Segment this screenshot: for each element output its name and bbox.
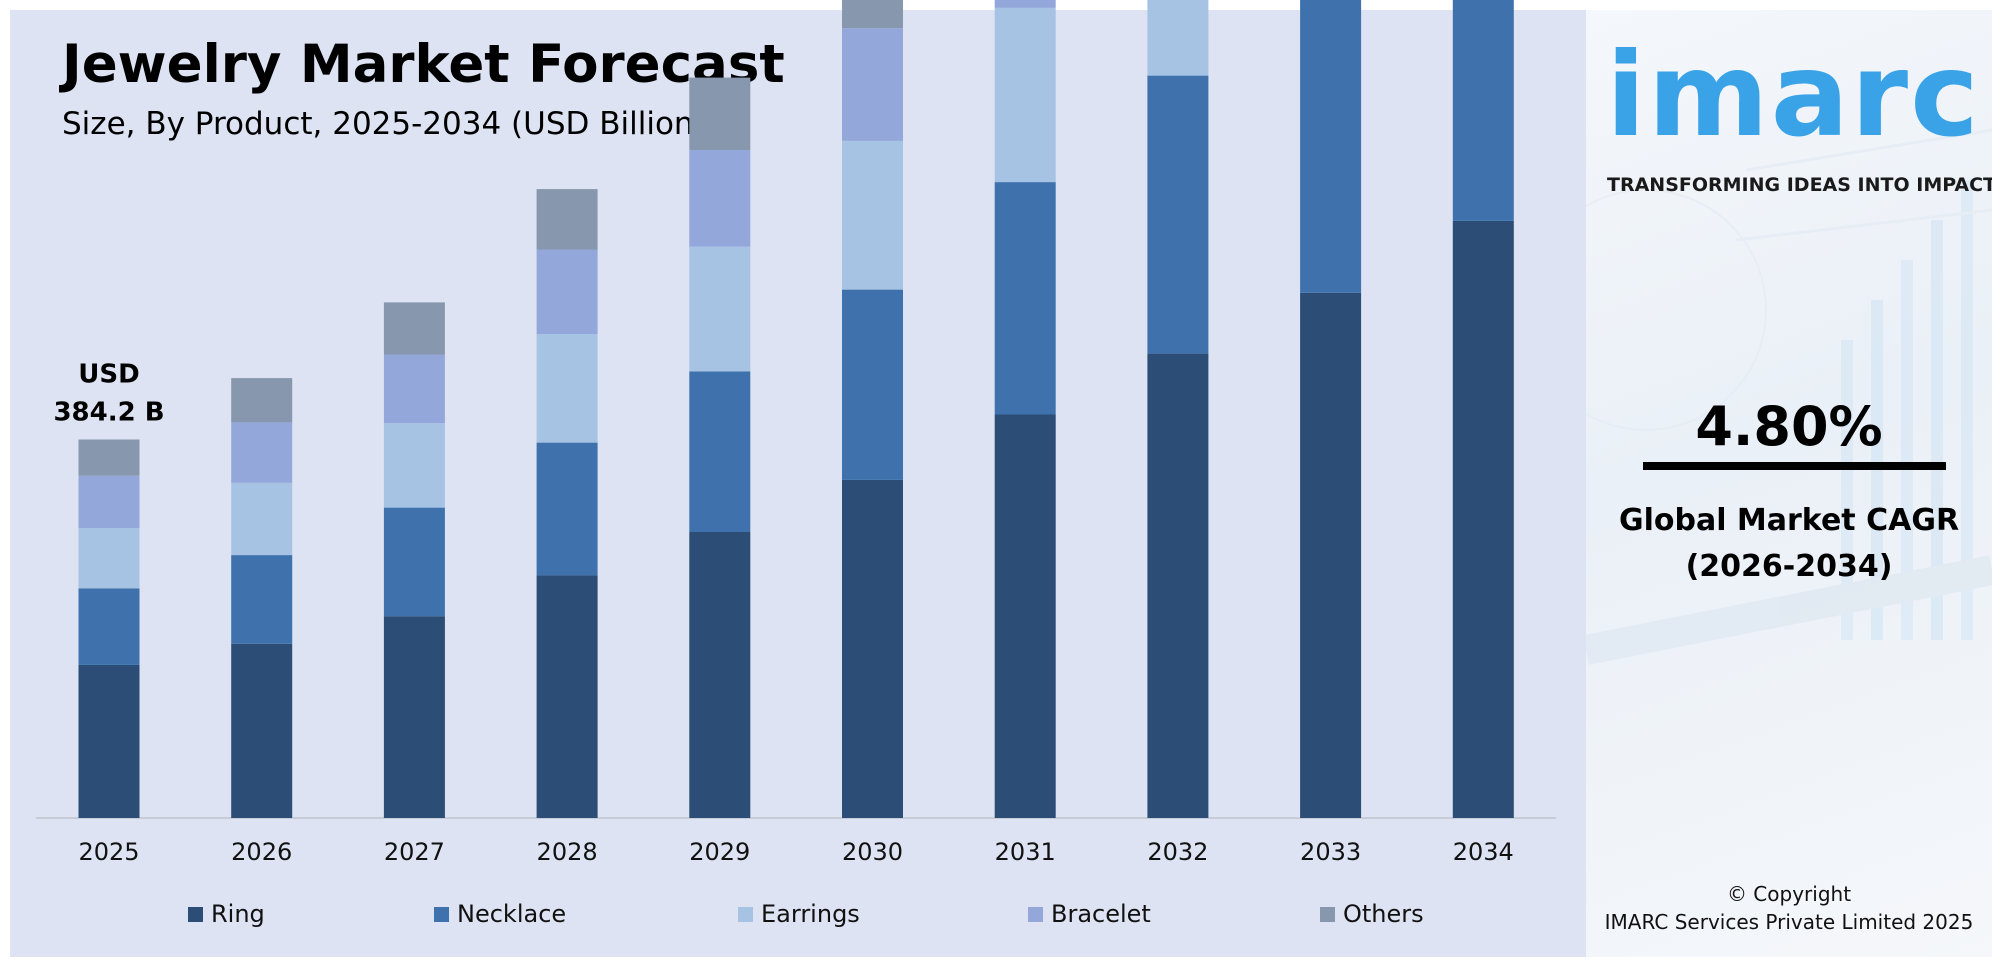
legend-label-earrings: Earrings (761, 900, 860, 928)
legend-item-others: Others (1320, 898, 1424, 930)
bar-segment-ring-2032 (1147, 353, 1209, 818)
annotation-line1-2025: USD (78, 360, 139, 390)
bar-segment-necklace-2025 (78, 588, 140, 665)
bar-segment-ring-2034 (1452, 220, 1514, 818)
bar-segment-ring-2031 (994, 414, 1056, 818)
bar-segment-others-2026 (231, 378, 293, 423)
logo-wordmark: imarc (1606, 28, 1981, 163)
legend-item-necklace: Necklace (434, 898, 566, 930)
bar-segment-earrings-2032 (1147, 0, 1209, 76)
bar-segment-necklace-2028 (536, 442, 598, 576)
x-tick-label-2034: 2034 (1453, 838, 1514, 866)
cagr-label-line1: Global Market CAGR (1618, 503, 1960, 538)
bar-segment-others-2030 (842, 0, 903, 29)
legend-label-ring: Ring (211, 900, 265, 928)
bar-segment-earrings-2025 (78, 528, 140, 589)
legend-item-ring: Ring (188, 898, 265, 930)
bar-segment-necklace-2026 (231, 555, 293, 644)
x-tick-label-2028: 2028 (537, 838, 598, 866)
bar-segment-ring-2033 (1300, 292, 1362, 818)
bar-segment-bracelet-2028 (536, 249, 598, 334)
cagr-label-line2: (2026-2034) (1685, 549, 1893, 584)
bar-segment-bracelet-2031 (994, 0, 1056, 8)
logo-tagline: TRANSFORMING IDEAS INTO IMPACT (1607, 174, 1992, 196)
cagr-divider (1643, 462, 1946, 470)
bar-segment-necklace-2034 (1452, 0, 1514, 221)
x-tick-label-2025: 2025 (78, 838, 139, 866)
bar-segment-ring-2025 (78, 664, 140, 818)
bar-segment-earrings-2026 (231, 482, 293, 556)
legend-item-bracelet: Bracelet (1028, 898, 1151, 930)
bar-segment-bracelet-2030 (842, 28, 903, 141)
bar-segment-others-2028 (536, 189, 598, 250)
x-tick-label-2032: 2032 (1147, 838, 1208, 866)
chart-subtitle: Size, By Product, 2025-2034 (USD Billion… (62, 106, 706, 142)
x-tick-label-2030: 2030 (842, 838, 903, 866)
chart-title: Jewelry Market Forecast (62, 34, 785, 95)
bar-segment-necklace-2030 (842, 289, 903, 480)
bar-segment-earrings-2027 (383, 423, 445, 508)
summary-panel: imarc TRANSFORMING IDEAS INTO IMPACT 4.8… (1586, 10, 1992, 957)
annotation-line2-2025: 384.2 B (53, 398, 164, 428)
bar-segment-earrings-2031 (994, 7, 1056, 183)
legend-item-earrings: Earrings (738, 898, 860, 930)
bar-segment-others-2025 (78, 439, 140, 476)
bar-segment-bracelet-2026 (231, 422, 293, 483)
legend-label-others: Others (1343, 900, 1424, 928)
bar-segment-earrings-2030 (842, 140, 903, 290)
background-decoration (1586, 128, 1992, 665)
bar-segment-necklace-2032 (1147, 75, 1209, 354)
copyright: © Copyright IMARC Services Private Limit… (1586, 880, 1992, 936)
cagr-label: Global Market CAGR (2026-2034) (1586, 498, 1992, 590)
legend-swatch-ring (188, 906, 203, 922)
copyright-line2: IMARC Services Private Limited 2025 (1604, 910, 1974, 934)
bar-segment-necklace-2031 (994, 182, 1056, 415)
bar-segment-earrings-2029 (689, 246, 751, 372)
legend-swatch-necklace (434, 906, 449, 922)
bar-segment-earrings-2028 (536, 334, 598, 443)
x-tick-label-2026: 2026 (231, 838, 292, 866)
bar-segment-ring-2026 (231, 643, 293, 818)
legend-swatch-earrings (738, 906, 753, 922)
legend-label-necklace: Necklace (457, 900, 567, 928)
bar-segment-ring-2027 (383, 616, 445, 818)
cagr-value: 4.80% (1695, 395, 1883, 458)
bar-segment-necklace-2027 (383, 507, 445, 617)
stacked-bar-chart: 2025 2026 2027 2028 2029 2030 2031 2032 2033 2034… (36, 0, 1556, 866)
copyright-line1: © Copyright (1726, 882, 1852, 906)
bar-segment-ring-2028 (536, 575, 598, 818)
legend-swatch-bracelet (1028, 906, 1043, 922)
x-tick-label-2031: 2031 (995, 838, 1056, 866)
bar-segment-ring-2030 (842, 479, 903, 818)
imarc-logo: imarc (1606, 38, 1982, 154)
bar-segment-ring-2029 (689, 531, 751, 818)
bar-segment-others-2027 (383, 302, 445, 355)
bar-segment-bracelet-2025 (78, 475, 140, 528)
x-tick-label-2033: 2033 (1300, 838, 1361, 866)
x-tick-label-2027: 2027 (384, 838, 445, 866)
bar-segment-necklace-2033 (1300, 0, 1362, 293)
x-tick-label-2029: 2029 (689, 838, 750, 866)
legend-swatch-others (1320, 906, 1335, 922)
bar-segment-bracelet-2027 (383, 354, 445, 424)
legend-label-bracelet: Bracelet (1051, 900, 1151, 928)
bar-segment-bracelet-2029 (689, 150, 751, 247)
bar-segment-others-2029 (689, 77, 751, 150)
bar-segment-necklace-2029 (689, 371, 751, 532)
